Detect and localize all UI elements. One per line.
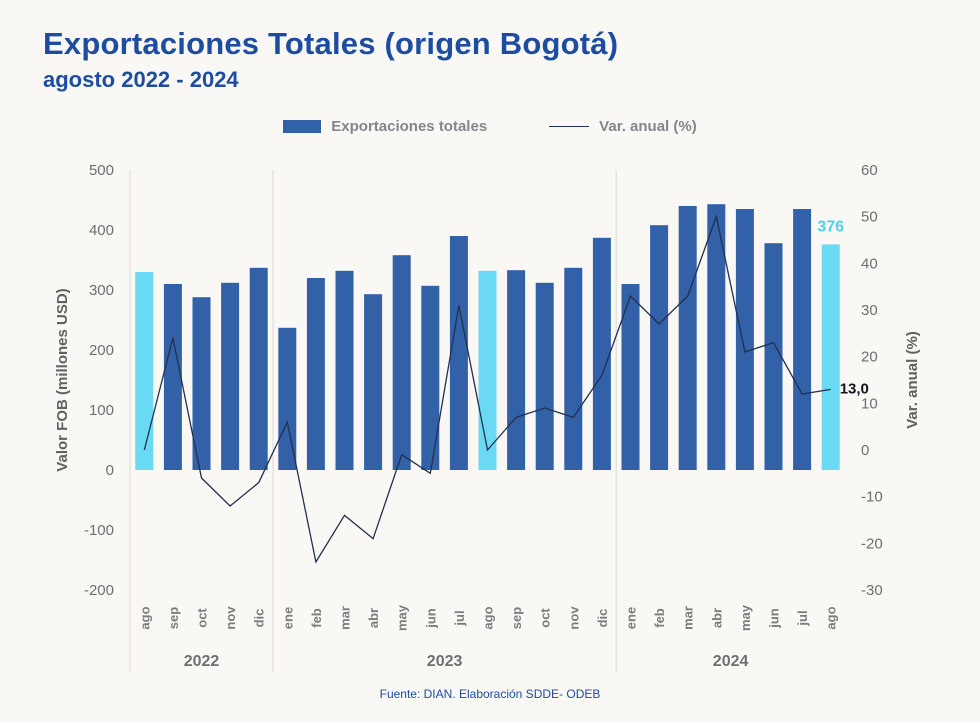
month-label: oct (195, 608, 210, 628)
bar-feb-6 (306, 278, 325, 470)
bar-nov-3 (221, 282, 240, 470)
bar-abr-8 (364, 294, 383, 470)
bar-jun-22 (764, 243, 783, 470)
month-label: ene (624, 607, 639, 629)
month-label: mar (681, 606, 696, 630)
right-axis-tick: 10 (861, 395, 878, 412)
right-axis-tick: 40 (861, 255, 878, 272)
bar-dic-4 (249, 267, 268, 470)
last-line-value-label: 13,0 (840, 380, 869, 397)
bar-oct-14 (535, 282, 554, 470)
bar-jul-23 (793, 209, 812, 470)
month-label: feb (309, 608, 324, 628)
month-label: jul (795, 610, 810, 626)
bar-series-label: Exportaciones totales (331, 118, 488, 135)
right-axis-tick: 50 (861, 209, 878, 226)
month-label: ago (824, 606, 839, 629)
left-axis-tick: 0 (106, 462, 114, 479)
month-label: jul (452, 610, 467, 626)
bar-sep-1 (163, 284, 182, 470)
bar-abr-20 (707, 204, 726, 470)
bar-sep-13 (507, 270, 526, 470)
bar-jul-11 (449, 236, 468, 470)
left-axis-tick: 400 (89, 222, 114, 239)
variation-line (143, 214, 831, 564)
month-label: abr (366, 608, 381, 628)
bar-nov-15 (564, 267, 583, 470)
bar-mar-7 (335, 270, 354, 470)
page-title: Exportaciones Totales (origen Bogotá) (43, 26, 619, 61)
right-axis-title: Var. anual (%) (904, 331, 921, 429)
year-label: 2023 (427, 653, 463, 670)
bar-may-21 (735, 209, 754, 470)
page-subtitle: agosto 2022 - 2024 (43, 67, 239, 92)
line-series-label: Var. anual (%) (599, 118, 697, 135)
right-axis-tick: 60 (861, 162, 878, 179)
month-label: jun (423, 608, 438, 629)
left-axis-tick: 500 (89, 162, 114, 179)
month-label: may (738, 604, 753, 631)
right-axis-tick: 0 (861, 442, 869, 459)
month-label: feb (652, 608, 667, 628)
month-label: ago (481, 606, 496, 629)
right-axis-tick: -20 (861, 535, 883, 552)
left-axis-tick: 300 (89, 282, 114, 299)
legend-item-line: Var. anual (%) (549, 118, 697, 135)
right-axis-tick: -30 (861, 582, 883, 599)
month-label: nov (566, 606, 581, 630)
right-axis-tick: 30 (861, 302, 878, 319)
bar-dic-16 (592, 237, 611, 470)
bar-ago-24 (821, 244, 840, 470)
left-axis-tick: 100 (89, 402, 114, 419)
bar-series-swatch-icon (283, 120, 322, 133)
month-label: dic (595, 609, 610, 628)
month-label: ene (280, 607, 295, 629)
month-label: nov (223, 606, 238, 630)
year-label: 2022 (184, 653, 220, 670)
bar-oct-2 (192, 297, 211, 470)
bar-jun-10 (421, 285, 440, 470)
last-bar-value-label: 376 (817, 218, 844, 235)
right-axis-tick: -10 (861, 489, 883, 506)
month-label: abr (709, 608, 724, 628)
month-label: may (395, 604, 410, 631)
month-label: jun (767, 608, 782, 629)
month-label: dic (252, 609, 267, 628)
month-label: sep (509, 607, 524, 629)
month-label: ago (137, 606, 152, 629)
bar-ago-12 (478, 270, 497, 470)
source-note: Fuente: DIAN. Elaboración SDDE- ODEB (379, 687, 601, 701)
month-label: sep (166, 607, 181, 629)
left-axis-tick: 200 (89, 342, 114, 359)
month-label: oct (538, 608, 553, 628)
bar-ago-0 (135, 272, 154, 470)
left-axis-tick: -100 (84, 522, 114, 539)
bar-may-9 (392, 255, 411, 470)
year-label: 2024 (713, 653, 749, 670)
bar-ene-17 (621, 284, 640, 470)
bar-mar-19 (678, 206, 697, 470)
left-axis-tick: -200 (84, 582, 114, 599)
left-axis-title: Valor FOB (millones USD) (54, 288, 71, 471)
bar-feb-18 (650, 225, 669, 470)
legend: Exportaciones totales Var. anual (%) (0, 118, 980, 135)
legend-item-bars: Exportaciones totales (283, 118, 487, 135)
bar-ene-5 (278, 327, 297, 470)
right-axis-tick: 20 (861, 349, 878, 366)
chart-header: Exportaciones Totales (origen Bogotá) ag… (43, 26, 618, 93)
line-series-swatch-icon (549, 126, 590, 127)
month-label: mar (338, 606, 353, 630)
